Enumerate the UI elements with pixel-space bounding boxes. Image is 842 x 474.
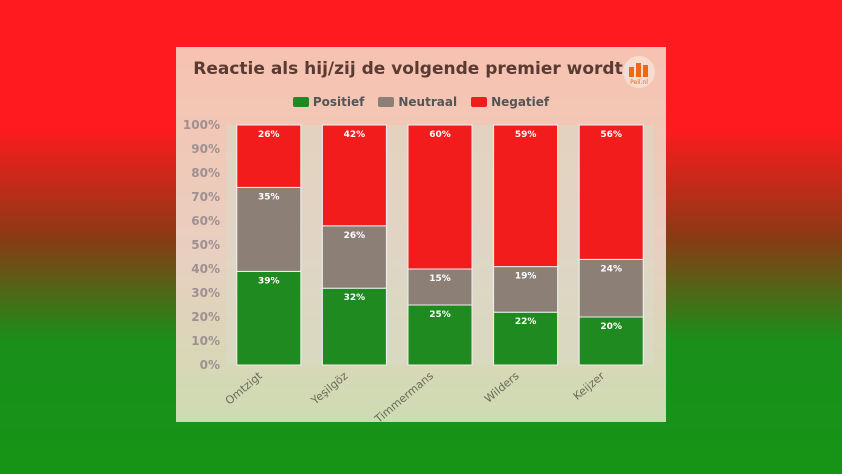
bar-segment-negatief xyxy=(493,124,559,268)
bar-segment-negatief xyxy=(578,124,644,260)
category-label: Yeşilgöz xyxy=(308,369,351,408)
peil-logo: Peil.nl xyxy=(623,56,655,88)
legend-swatch-neutraal xyxy=(378,97,395,107)
legend-label-neutraal: Neutraal xyxy=(398,95,458,109)
legend-item-positief: Positief xyxy=(292,95,365,109)
y-tick-label: 0% xyxy=(200,358,220,372)
y-tick-label: 10% xyxy=(191,334,220,348)
legend-label-negatief: Negatief xyxy=(491,95,550,109)
bar-segment-positief xyxy=(493,311,559,366)
data-label: 26% xyxy=(258,130,280,140)
category-label: Omtzigt xyxy=(223,369,265,408)
data-label: 35% xyxy=(258,192,280,202)
chart-title: Reactie als hij/zij de volgende premier … xyxy=(193,59,623,79)
data-label: 39% xyxy=(258,276,280,286)
chart-card: Reactie als hij/zij de volgende premier … xyxy=(176,47,666,422)
legend-swatch-positief xyxy=(292,97,309,107)
logo-text: Peil.nl xyxy=(630,79,648,86)
y-tick-label: 80% xyxy=(191,166,220,180)
y-tick-label: 100% xyxy=(183,118,220,132)
bar-segment-neutraal xyxy=(321,225,387,289)
bar-segment-negatief xyxy=(321,124,387,227)
category-label: Timmermans xyxy=(372,369,437,422)
data-label: 56% xyxy=(600,130,622,140)
legend-label-positief: Positief xyxy=(312,95,365,109)
bar-segment-neutraal xyxy=(407,268,473,306)
category-label: Wilders xyxy=(482,369,522,405)
bar-segment-positief xyxy=(407,304,473,366)
data-label: 59% xyxy=(515,130,537,140)
legend-item-negatief: Negatief xyxy=(471,95,549,109)
data-label: 19% xyxy=(515,272,537,282)
category-label: Keijzer xyxy=(571,369,608,403)
y-tick-label: 90% xyxy=(191,142,220,156)
bar-segment-positief xyxy=(578,316,644,366)
y-tick-label: 40% xyxy=(191,262,220,276)
y-tick-label: 60% xyxy=(191,214,220,228)
data-label: 24% xyxy=(600,264,622,274)
bar-segment-neutraal xyxy=(578,258,644,318)
y-tick-label: 20% xyxy=(191,310,220,324)
data-label: 20% xyxy=(600,322,622,332)
bar-segment-negatief xyxy=(236,124,302,188)
y-tick-label: 70% xyxy=(191,190,220,204)
chart-legend: Positief Neutraal Negatief xyxy=(176,95,666,109)
legend-swatch-negatief xyxy=(471,97,488,107)
data-label: 22% xyxy=(515,317,537,327)
data-label: 60% xyxy=(429,130,451,140)
data-label: 15% xyxy=(429,274,451,284)
y-tick-label: 50% xyxy=(191,238,220,252)
stacked-bar-chart: 0% 10% 20% 30% 40% 50% 60% 70% 80% 90% 100% 39% 35% 2… xyxy=(183,118,654,422)
data-label: 42% xyxy=(344,130,366,140)
y-tick-label: 30% xyxy=(191,286,220,300)
bar-segment-negatief xyxy=(407,124,473,270)
legend-item-neutraal: Neutraal xyxy=(378,95,457,109)
data-label: 32% xyxy=(344,293,366,303)
data-label: 26% xyxy=(344,231,366,241)
data-label: 25% xyxy=(429,310,451,320)
